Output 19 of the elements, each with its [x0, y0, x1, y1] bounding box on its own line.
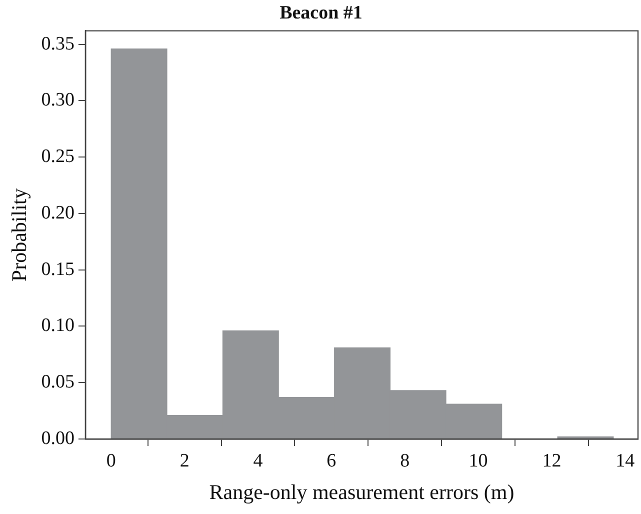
x-tick-label: 0: [106, 450, 116, 472]
x-tick-label: 8: [400, 450, 410, 472]
x-tick-label: 2: [180, 450, 190, 472]
x-tick-label: 6: [326, 450, 336, 472]
chart-title: Beacon #1: [280, 2, 362, 24]
x-tick-label: 10: [468, 450, 488, 472]
x-axis-title: Range-only measurement errors (m): [209, 480, 514, 504]
y-tick-label: 0.35: [41, 33, 74, 54]
y-tick-label: 0.30: [41, 90, 74, 111]
x-tick-label: 12: [542, 450, 562, 472]
y-tick-label: 0.25: [41, 146, 74, 168]
y-tick-label: 0.05: [41, 372, 74, 393]
y-tick-label: 0.20: [41, 202, 74, 224]
y-tick-label: 0.00: [41, 428, 74, 449]
x-tick-label: 4: [253, 450, 264, 472]
y-axis-title: Probability: [7, 188, 32, 282]
y-tick-label: 0.10: [41, 315, 74, 336]
x-tick-label: 14: [616, 450, 636, 472]
y-tick-label: 0.15: [41, 258, 74, 280]
